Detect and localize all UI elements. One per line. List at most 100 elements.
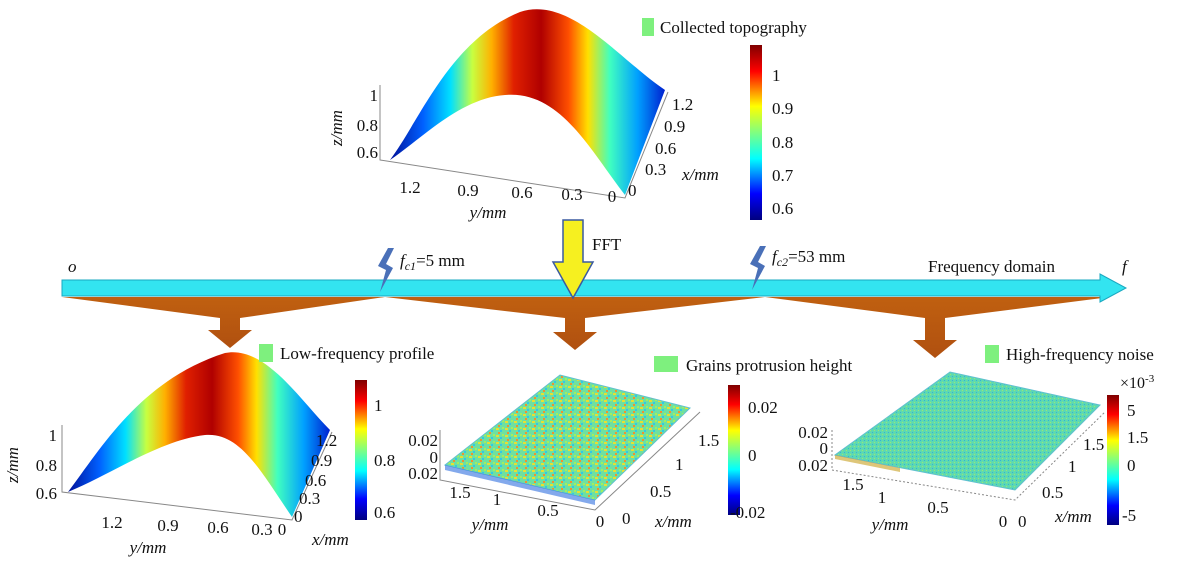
z-tick: 0.6 (36, 484, 57, 503)
top-panel: z/mm 1 0.8 0.6 1.2 0.9 0.6 0.3 0 y/mm 1.… (327, 9, 807, 222)
y-tick: 0.9 (157, 516, 178, 535)
x-tick: 1 (675, 455, 684, 474)
y-label: y/mm (128, 538, 167, 557)
origin: o (68, 257, 77, 276)
x-tick: 0 (628, 181, 637, 200)
colorbar-tick: 0.9 (772, 99, 793, 118)
y-tick: 1 (878, 488, 887, 507)
y-label: y/mm (470, 515, 509, 534)
low-panel: z/mm 1 0.8 0.6 1.2 0.9 0.6 0.3 0 y/mm 1.… (3, 344, 434, 557)
x-tick: 1.2 (672, 95, 693, 114)
z-tick: 1 (370, 86, 379, 105)
z-tick: 0.8 (357, 116, 378, 135)
y-label: y/mm (870, 515, 909, 534)
legend-swatch (259, 344, 273, 362)
colorbar-tick: -5 (1122, 506, 1136, 525)
domain-label: Frequency domain (928, 257, 1055, 276)
colorbar-tick: 0.6 (374, 503, 395, 522)
x-tick: 0.3 (299, 489, 320, 508)
x-tick: 0.9 (311, 451, 332, 470)
value: =5 mm (416, 251, 465, 270)
cut-mark (750, 246, 766, 290)
surface-edge (445, 465, 595, 505)
y-tick: 0 (278, 520, 287, 539)
x-label: x/mm (654, 512, 692, 531)
y-tick: 0.6 (207, 518, 228, 537)
x-tick: 1.5 (698, 431, 719, 450)
y-tick: 0.5 (927, 498, 948, 517)
x-tick: 0 (294, 507, 303, 526)
colorbar (750, 45, 762, 220)
axis-frame (831, 411, 1106, 501)
y-label: y/mm (468, 203, 507, 222)
x-tick: 0.6 (655, 139, 676, 158)
colorbar-tick: 0.8 (772, 133, 793, 152)
colorbar-tick: 1 (772, 66, 781, 85)
fc1-label: fc1=5 mm (400, 251, 465, 273)
y-tick: 1 (493, 490, 502, 509)
subscript: c2 (777, 255, 788, 269)
base: ×10 (1120, 375, 1145, 392)
frequency-axis: o fc1=5 mm fc2=53 mm FFT Frequency domai… (61, 219, 1129, 358)
z-label: z/mm (3, 447, 22, 484)
y-tick: 1.5 (842, 475, 863, 494)
colorbar-tick: 0 (1127, 456, 1136, 475)
x-tick: 0.9 (664, 117, 685, 136)
value: =53 mm (788, 247, 845, 266)
cut-mark (378, 248, 394, 292)
x-tick: 0.5 (650, 482, 671, 501)
x-tick: 1.5 (1083, 435, 1104, 454)
colorbar-tick: 0.7 (772, 166, 794, 185)
x-tick: 0.6 (305, 471, 326, 490)
fft-arrow (551, 219, 595, 300)
x-tick: 0.5 (1042, 483, 1063, 502)
z-tick: 0.6 (357, 143, 378, 162)
y-tick: 1.2 (101, 513, 122, 532)
x-tick: 0.3 (645, 160, 666, 179)
x-tick: 1 (1068, 457, 1077, 476)
legend-swatch (985, 345, 999, 363)
surface (833, 371, 1101, 491)
y-tick: 1.2 (399, 178, 420, 197)
y-tick: 0 (999, 512, 1008, 531)
colorbar-tick: 5 (1127, 401, 1136, 420)
y-tick: 0.6 (511, 183, 532, 202)
z-tick: 1 (49, 426, 58, 445)
legend: Low-frequency profile (280, 344, 434, 363)
funnel (385, 297, 765, 350)
funnel (765, 297, 1110, 358)
z-tick: 0.02 (798, 423, 828, 442)
colorbar-tick: 0.6 (772, 199, 793, 218)
axis-frame (379, 85, 669, 199)
x-tick: 1.2 (316, 431, 337, 450)
fft-label: FFT (592, 235, 622, 254)
subscript: c1 (405, 259, 416, 273)
colorbar (1107, 395, 1119, 525)
z-tick: 0.8 (36, 456, 57, 475)
colorbar-tick: 1.5 (1127, 428, 1148, 447)
z-label: z/mm (327, 110, 346, 147)
colorbar (728, 385, 740, 515)
surface-edge (835, 455, 900, 472)
y-tick: 0.3 (561, 185, 582, 204)
colorbar-exponent: ×10-3 (1120, 373, 1155, 392)
legend: High-frequency noise (1006, 345, 1154, 364)
funnel (62, 297, 385, 348)
colorbar-tick: -0.02 (730, 503, 765, 522)
y-tick: 0.5 (537, 501, 558, 520)
colorbar-tick: 1 (374, 396, 383, 415)
axis-end: f (1122, 257, 1129, 276)
legend: Grains protrusion height (686, 356, 852, 375)
high-panel: 0.02 0 0.02 1.5 1 0.5 0 y/mm 1.5 1 0.5 0… (798, 345, 1155, 534)
axis-frame (439, 411, 701, 511)
symbol: f (400, 251, 407, 270)
legend-swatch (654, 356, 678, 372)
z-tick: 0.02 (798, 456, 828, 475)
legend: Collected topography (660, 18, 807, 37)
x-tick: 0 (622, 509, 631, 528)
z-tick: 0.02 (408, 464, 438, 483)
axis-frame (61, 425, 333, 521)
fc2-label: fc2=53 mm (772, 247, 845, 269)
z-tick: 0 (430, 448, 439, 467)
